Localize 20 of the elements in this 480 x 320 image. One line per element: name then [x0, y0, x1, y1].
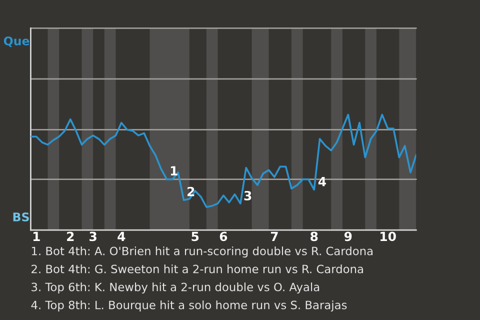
- text: 2. Bot 4th: G. Sweeton hit a 2-run home run vs R. Cardona: [32, 264, 363, 274]
- x-tick-label: 3: [90, 232, 96, 242]
- annotation: 1: [170, 166, 178, 176]
- annotation: 3: [244, 190, 252, 200]
- x-tick-label: 2: [67, 232, 74, 241]
- x-tick-label: 1: [33, 232, 40, 241]
- x-tick-label: 5: [192, 232, 199, 242]
- x-tick-label: 4: [118, 232, 126, 241]
- text: 1. Bot 4th: A. O'Brien hit a run-scoring double vs R. Cardona: [32, 246, 373, 258]
- annotation: 4: [318, 176, 326, 186]
- x-tick-label: 10: [380, 232, 396, 242]
- text: 4. Top 8th: L. Bourque hit a solo home run vs S. Barajas: [31, 300, 347, 312]
- x-tick-label: 9: [344, 232, 352, 242]
- annotation: 2: [188, 186, 194, 196]
- text: 3. Top 6th: K. Newby hit a 2-run double vs O. Ayala: [32, 282, 320, 294]
- x-tick-label: 7: [270, 232, 278, 241]
- text: Que: [4, 36, 30, 47]
- text: BS: [13, 212, 29, 222]
- x-tick-label: 6: [220, 232, 228, 242]
- x-tick-label: 8: [310, 232, 318, 242]
